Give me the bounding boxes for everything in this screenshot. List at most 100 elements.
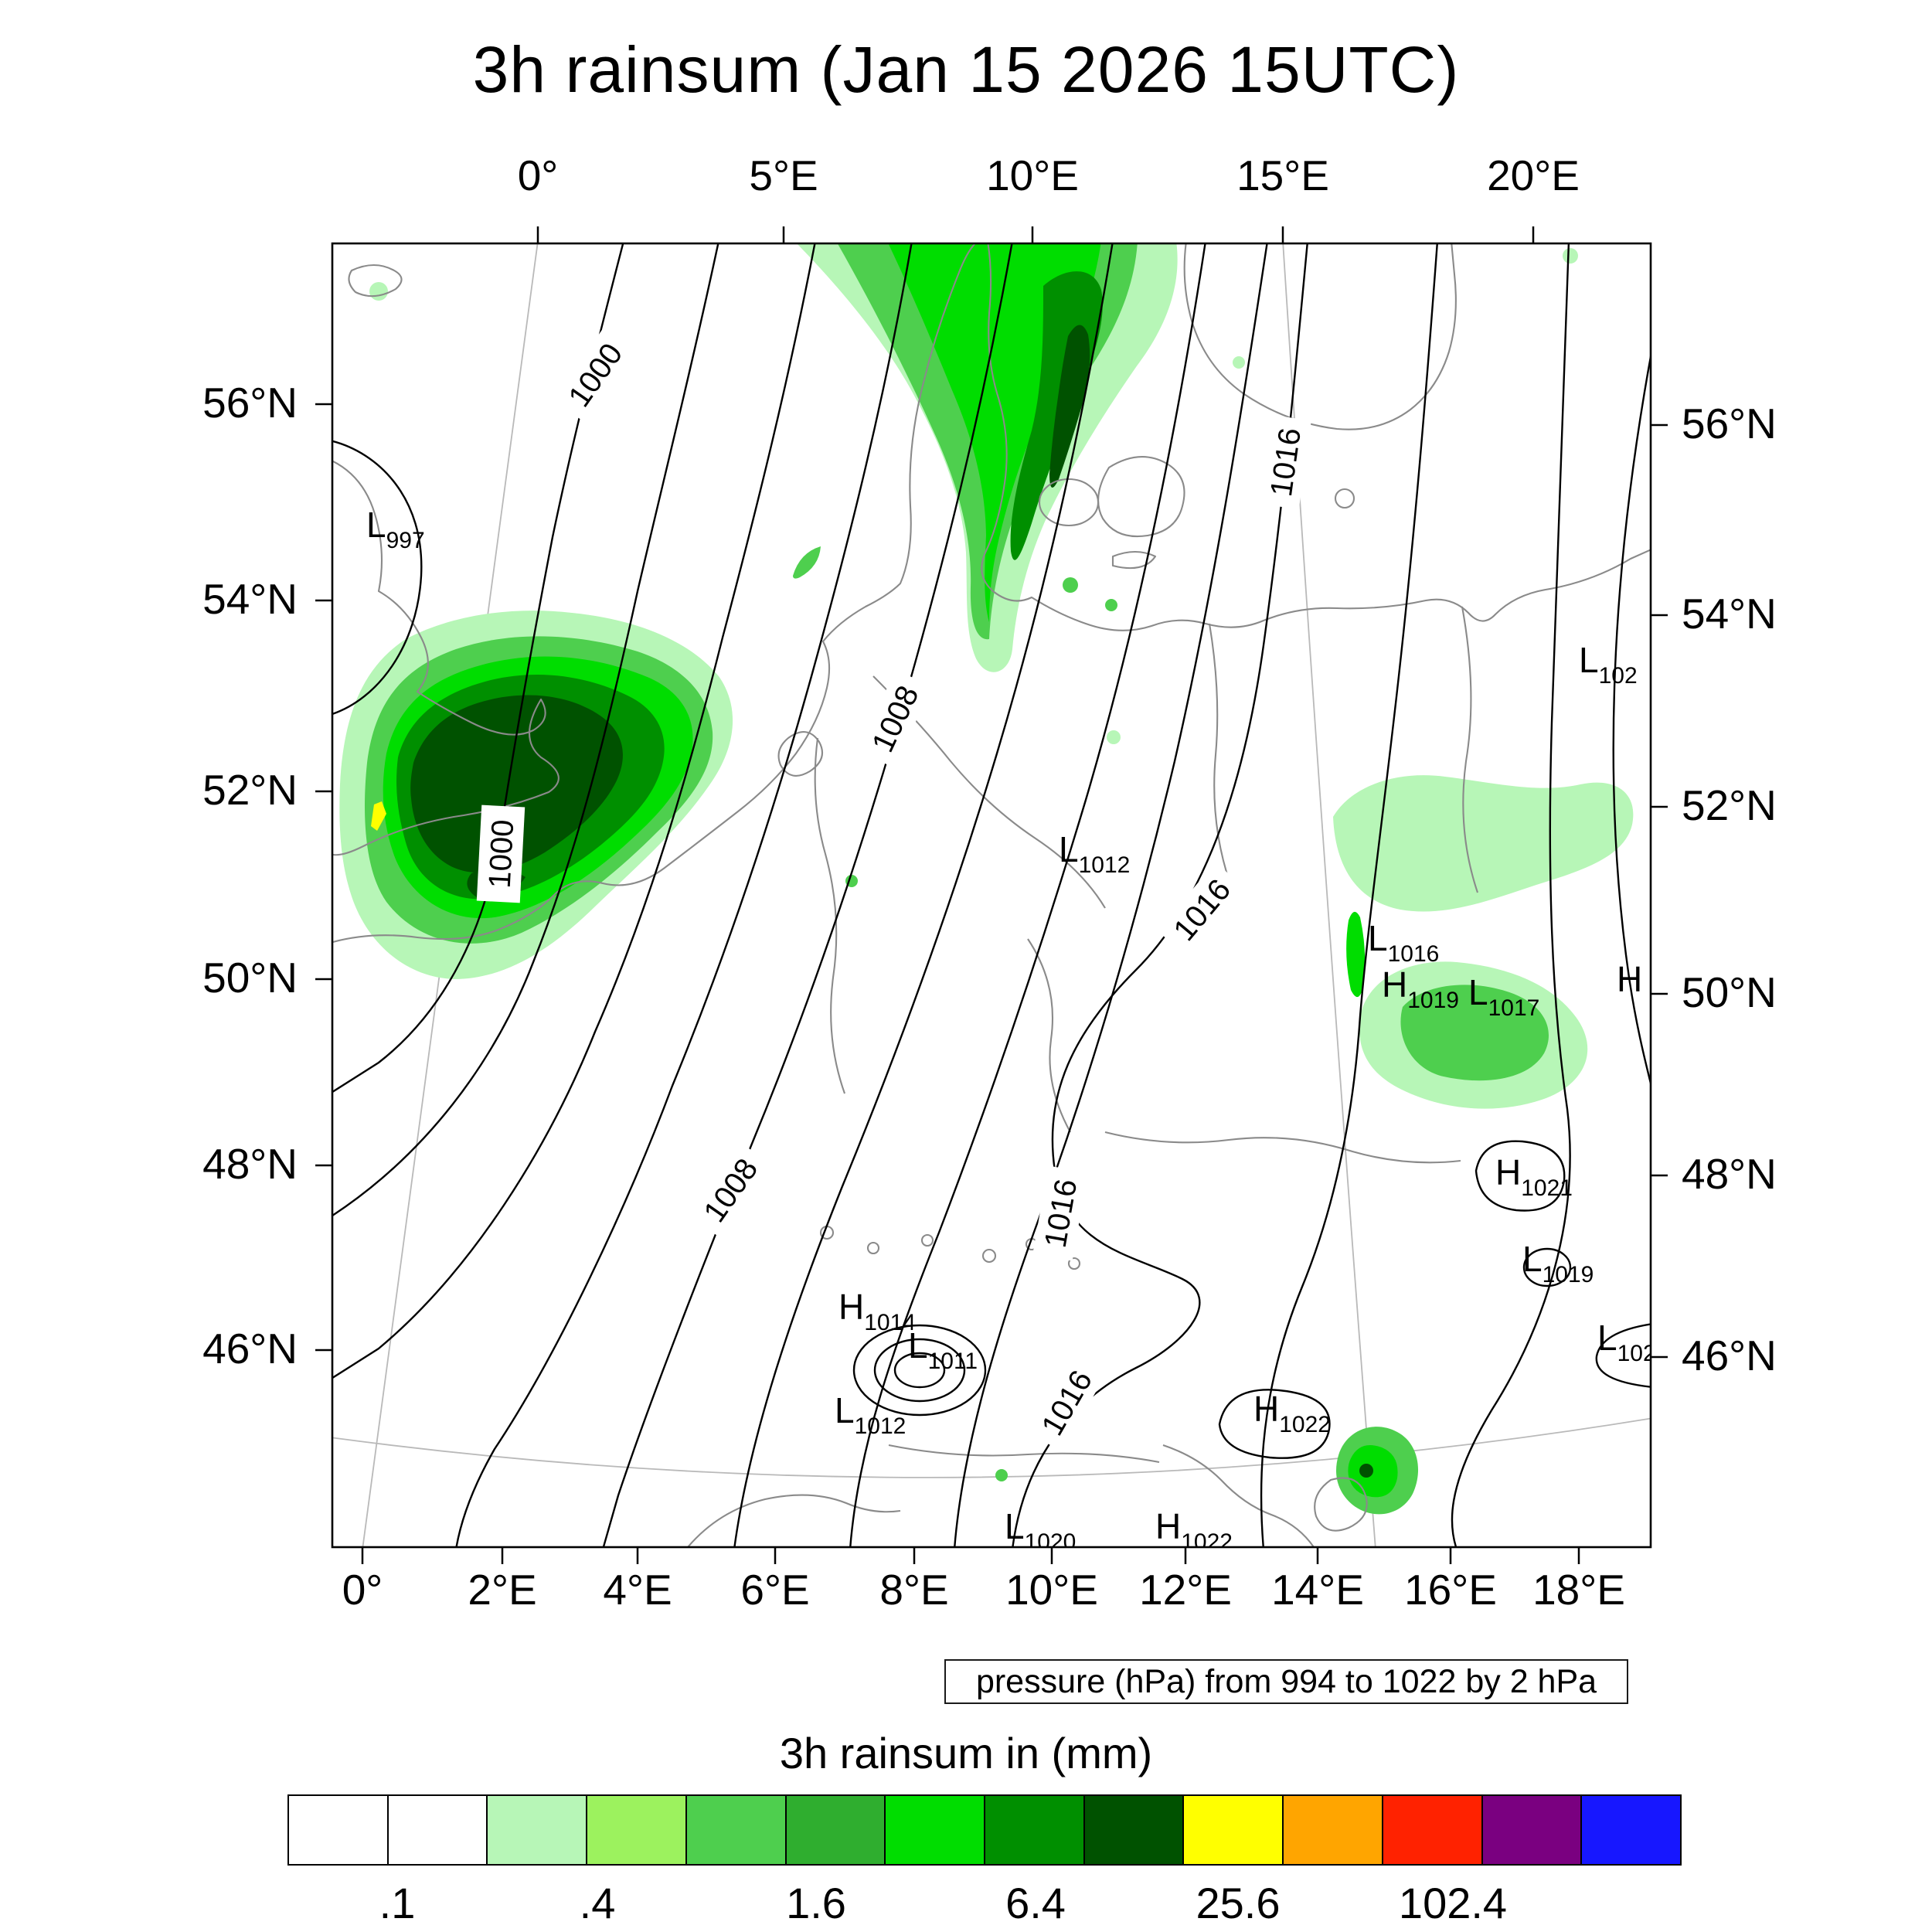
isobar-closed [1522,1247,1572,1287]
contour-label: 1016 [1157,862,1247,957]
island [1334,488,1355,509]
rain-patch-yellow [371,801,386,831]
axis-label-bottom: 16°E [1404,1566,1497,1614]
isobars [332,243,1651,1547]
rain-patch [410,695,623,873]
colorbar-cell [1182,1794,1284,1866]
isobar-closed [893,1352,946,1389]
pressure-center: L1019 [1522,1239,1594,1287]
coastline [332,460,560,856]
axis-label-bottom: 18°E [1532,1566,1625,1614]
coastline [1162,1444,1315,1547]
rain-patch [1233,356,1245,369]
contour-labels: 1000 1008 1016 1000 1008 [476,326,1311,1452]
isobar [332,440,423,716]
colorbar-cell [884,1794,986,1866]
river [1104,1131,1461,1164]
lake [1067,1257,1081,1270]
isobar [455,243,913,1547]
pressure-caption: pressure (hPa) from 994 to 1022 by 2 hPa [944,1659,1628,1704]
colorbar-cell [386,1794,488,1866]
legend-tick-label: .1 [379,1879,416,1927]
graticule-line [332,1417,1651,1478]
legend-tick-label: 1.6 [786,1879,846,1927]
map: 1000 1008 1016 1000 1008 [315,226,1668,1564]
isobar [1612,351,1651,1088]
rain-patch [995,1469,1008,1481]
axis-label-bottom: 12°E [1139,1566,1232,1614]
pressure-center: L1020 [1005,1506,1076,1555]
colorbar-cell [1282,1794,1383,1866]
colorbar-cell [784,1794,886,1866]
isobar [1260,243,1438,1547]
map-border [331,242,1652,1549]
rain-patch [1107,730,1121,744]
axis-label-left: 48°N [202,1140,298,1188]
axis-label-right: 56°N [1682,400,1777,447]
axis-label-right: 50°N [1682,968,1777,1016]
axis-label-bottom: 2°E [468,1566,537,1614]
isobar [602,243,1013,1547]
pressure-center: H1019 [1382,964,1459,1013]
pressure-centers: L997 L1012 L1016 H1019 L1017 H L102 H102… [366,505,1656,1555]
axis-label-top: 15°E [1236,151,1329,199]
legend-tick-label: .4 [579,1879,616,1927]
colorbar-cell [984,1794,1085,1866]
colorbar-cell [1083,1794,1185,1866]
rain-patch [1063,577,1078,593]
lake [777,731,823,777]
rain-patch [1563,248,1578,264]
rain-patch [369,282,388,301]
legend-tick-label: 6.4 [1005,1879,1066,1927]
axis-label-bottom: 0° [342,1566,383,1614]
svg-text:1000: 1000 [483,818,521,889]
rain-patch [793,546,821,579]
pressure-center: L1017 [1468,972,1539,1021]
isobar-closed [1218,1389,1331,1459]
colorbar-cell [586,1794,687,1866]
coastline [1183,243,1457,430]
pressure-center: H1022 [1155,1506,1233,1555]
coastlines [332,243,1651,1547]
colorbar-cell [1580,1794,1682,1866]
isobar [849,243,1206,1547]
coastline [1111,550,1157,570]
rain-areas [339,243,1634,1515]
axis-label-left: 52°N [202,766,298,814]
contour-label: 1000 [476,804,526,903]
isobar [1451,243,1571,1547]
rain-patch [1105,599,1117,611]
lake [981,1248,997,1264]
contour-label: 1000 [553,326,638,423]
lake [920,1233,934,1247]
axis-label-top: 0° [517,151,559,199]
river [1461,606,1478,893]
pressure-center: L102 [1579,640,1638,689]
colorbar-cell [287,1794,389,1866]
axis-label-right: 54°N [1682,590,1777,638]
axis-label-top: 20°E [1487,151,1580,199]
axis-label-left: 54°N [202,575,298,623]
contour-label: 1008 [688,1141,773,1239]
pressure-center: L997 [366,505,425,553]
axis-label-bottom: 14°E [1271,1566,1364,1614]
colorbar-cell [1381,1794,1483,1866]
rain-patch [1359,1464,1373,1478]
tick-marks [315,226,1668,1564]
axis-label-left: 50°N [202,954,298,1002]
coastline [1314,1477,1368,1532]
isobar-closed [873,1338,966,1403]
legend-title: 3h rainsum in (mm) [779,1729,1153,1777]
pressure-center: H1021 [1495,1152,1573,1201]
isobar-closed [852,1324,987,1417]
isobar [332,243,816,1379]
axis-label-left: 56°N [202,379,298,427]
axis-label-bottom: 6°E [740,1566,810,1614]
axis-label-top: 10°E [986,151,1079,199]
coastline [1097,456,1185,538]
isobar [332,243,719,1217]
axis-label-right: 48°N [1682,1150,1777,1198]
pressure-center: L102 [1597,1318,1656,1366]
colorbar-cell [486,1794,588,1866]
